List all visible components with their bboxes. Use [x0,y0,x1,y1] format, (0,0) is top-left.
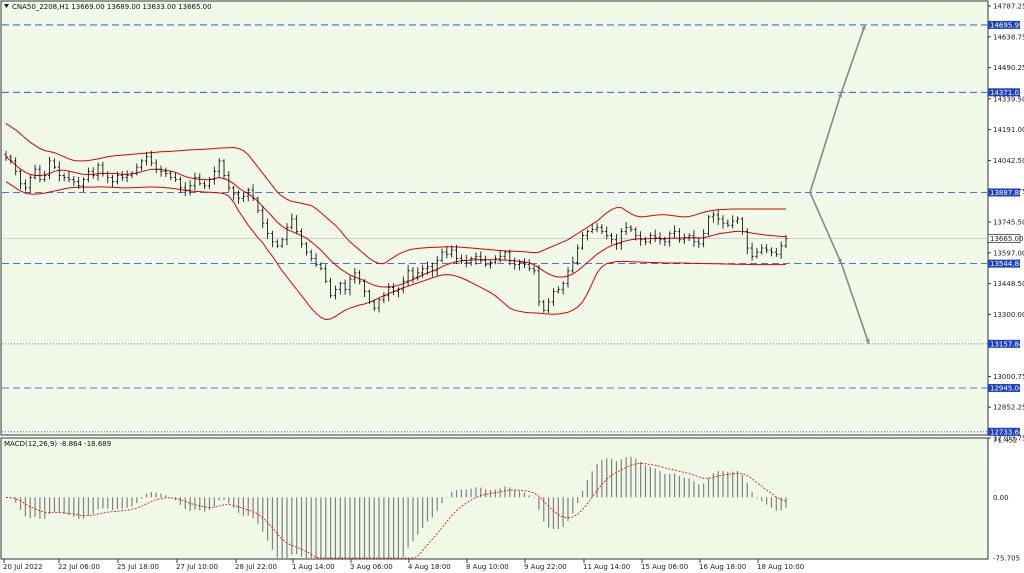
level-label: 14695.99 [990,21,1023,29]
level-label-bg [988,88,1020,97]
price-tick-label: 14339.50 [993,95,1024,103]
price-candles [4,150,788,314]
time-tick-label: 1 Aug 14:00 [292,563,335,571]
time-tick-label: 16 Aug 18:00 [699,563,746,571]
horizontal-levels [2,24,987,433]
level-label-bg [988,339,1020,348]
price-tick-label: 14638.75 [993,33,1024,41]
price-tick-label: 13745.50 [993,219,1024,227]
time-tick-label: 8 Aug 10:00 [466,563,509,571]
level-label-bg [988,383,1020,392]
bollinger-upper-line [5,123,786,265]
price-tick-label: 14191.00 [993,126,1024,134]
chart-header: CNA50_2208,H1 13669.00 13689.00 13633.00… [12,3,212,11]
projection-arrowhead [838,92,843,98]
time-tick-label: 20 Jul 2022 [3,563,43,571]
price-tick-label: 14042.50 [993,157,1024,165]
macd-signal-line [5,462,787,559]
projection-arrowhead [865,338,870,344]
price-tick-label: 13000.75 [993,373,1024,381]
macd-tick-label: -75.705 [993,555,1020,563]
level-label-bg [988,188,1020,197]
level-label-bg [988,259,1020,268]
macd-axis: 71.452 0.00 -75.705 [993,437,1020,563]
macd-tick-label: 71.452 [993,437,1018,445]
time-tick-label: 28 Jul 22:00 [235,563,277,571]
time-tick-label: 27 Jul 10:00 [176,563,218,571]
macd-tick-label: 0.00 [993,494,1009,502]
time-tick-label: 22 Jul 06:00 [58,563,100,571]
projection-arrowhead [837,258,842,264]
time-tick-label: 18 Aug 10:00 [757,563,804,571]
level-label: 12945.04 [990,384,1024,392]
macd-header: MACD(12,26,9) -8.864 -18.689 [4,440,111,448]
price-tick-label: 13597.00 [993,249,1024,257]
level-label: 14371.01 [990,89,1023,97]
level-label: 12733.68 [990,428,1023,436]
price-tick-label: 12852.25 [993,404,1024,412]
level-label-bg [988,20,1020,29]
time-tick-label: 15 Aug 06:00 [641,563,688,571]
price-panel [0,0,989,436]
time-tick-label: 9 Aug 22:00 [524,563,567,571]
projection-lines [809,24,870,345]
macd-histogram [5,456,787,559]
current-price-label-bg [987,234,1021,243]
level-label: 13157.84 [990,340,1024,348]
bollinger-lower-line [5,181,786,321]
price-axis: 14787.25 14638.75 14490.25 14339.50 14191.00… [987,3,1024,443]
price-tick-label: 12703.75 [993,435,1024,443]
level-label-bg [988,427,1020,436]
time-tick-label: 25 Jul 18:00 [117,563,159,571]
time-axis: 20 Jul 2022 22 Jul 06:00 25 Jul 18:00 27 Ju… [3,559,804,571]
price-tick-label: 14787.25 [993,3,1024,11]
symbol-dropdown-icon[interactable] [4,4,9,8]
price-tick-label: 14490.25 [993,64,1024,72]
macd-panel [0,437,989,560]
time-tick-label: 3 Aug 06:00 [350,563,393,571]
time-tick-label: 4 Aug 18:00 [408,563,451,571]
time-tick-label: 11 Aug 14:00 [583,563,630,571]
level-label: 13887.88 [990,189,1023,197]
price-tick-label: 13300.00 [993,311,1024,319]
current-price-label: 13665.00 [990,235,1023,243]
projection-arrowhead [861,24,866,30]
price-tick-label: 13448.50 [993,280,1024,288]
level-label: 13544.84 [990,260,1024,268]
